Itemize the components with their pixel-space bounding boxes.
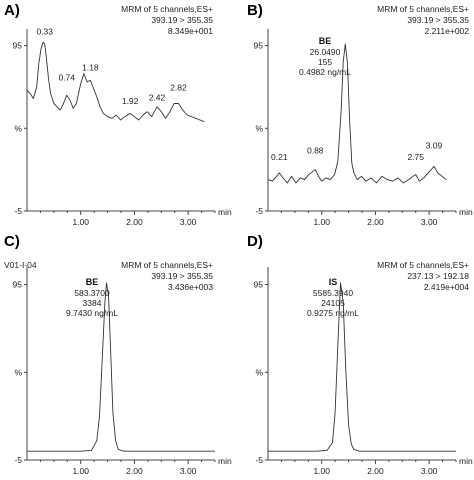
y-tick-label: 95 (13, 41, 23, 51)
channel-header-line: MRM of 5 channels,ES+ (377, 4, 469, 14)
peak-time-label: 0.21 (271, 152, 288, 162)
y-tick-label: -5 (255, 206, 263, 216)
x-tick-label: 3.00 (180, 217, 197, 227)
y-tick-label: % (14, 123, 22, 133)
channel-header-line: 3.436e+003 (168, 282, 213, 292)
peak-integration-value: 24105 (321, 298, 345, 308)
peak-compound-name: IS (329, 277, 338, 287)
y-tick-label: % (255, 123, 263, 133)
peak-time-label: 0.88 (307, 145, 324, 155)
x-tick-label: 1.00 (72, 466, 89, 476)
x-axis-label: min (218, 207, 232, 217)
x-axis-label: min (459, 207, 473, 217)
peak-time-label: 1.92 (122, 96, 139, 106)
sample-id: V01-I-04 (4, 260, 37, 270)
peak-integration-value: 0.4982 ng/mL (299, 67, 351, 77)
peak-time-label: 2.82 (170, 83, 187, 93)
peak-compound-name: BE (319, 36, 332, 46)
panel-label: C) (4, 233, 20, 250)
x-axis-label: min (218, 456, 232, 466)
y-tick-label: -5 (14, 206, 22, 216)
x-tick-label: 3.00 (421, 217, 438, 227)
panel-label: B) (247, 2, 263, 19)
peak-integration-value: 155 (318, 57, 332, 67)
channel-header-line: 2.419e+004 (424, 282, 469, 292)
x-tick-label: 1.00 (72, 217, 89, 227)
chromatogram-trace (268, 282, 456, 452)
x-tick-label: 2.00 (126, 217, 143, 227)
chromatogram-trace (267, 43, 447, 184)
peak-time-label: 0.33 (36, 26, 53, 36)
peak-integration-value: 26.0490 (310, 47, 341, 57)
chromatogram-trace (27, 282, 215, 452)
peak-time-label: 3.09 (426, 140, 443, 150)
x-tick-label: 3.00 (421, 466, 438, 476)
x-tick-label: 2.00 (367, 217, 384, 227)
panel-label: D) (247, 233, 263, 250)
channel-header-line: 8.349e+001 (168, 26, 213, 36)
peak-integration-value: 9.7430 ng/mL (66, 308, 118, 318)
y-tick-label: 95 (254, 280, 264, 290)
x-tick-label: 2.00 (126, 466, 143, 476)
peak-time-label: 2.42 (149, 92, 166, 102)
x-axis-label: min (459, 456, 473, 466)
peak-time-label: 1.18 (82, 63, 99, 73)
x-tick-label: 1.00 (313, 217, 330, 227)
channel-header-line: 393.19 > 355.35 (151, 15, 213, 25)
y-tick-label: -5 (14, 455, 22, 465)
y-tick-label: 95 (254, 41, 264, 51)
peak-compound-name: BE (86, 277, 99, 287)
peak-time-label: 2.75 (407, 152, 424, 162)
channel-header-line: 393.19 > 355.35 (151, 271, 213, 281)
panel-label: A) (4, 2, 20, 19)
x-tick-label: 2.00 (367, 466, 384, 476)
channel-header-line: 237.13 > 192.18 (407, 271, 469, 281)
channel-header-line: 2.211e+002 (424, 26, 469, 36)
channel-header-line: MRM of 5 channels,ES+ (377, 260, 469, 270)
x-tick-label: 1.00 (313, 466, 330, 476)
x-tick-label: 3.00 (180, 466, 197, 476)
channel-header-line: 393.19 > 355.35 (407, 15, 469, 25)
y-tick-label: 95 (13, 280, 23, 290)
peak-integration-value: 5585.3940 (313, 288, 353, 298)
channel-header-line: MRM of 5 channels,ES+ (121, 4, 213, 14)
chromatogram-trace (26, 41, 205, 123)
channel-header-line: MRM of 5 channels,ES+ (121, 260, 213, 270)
y-tick-label: % (14, 367, 22, 377)
peak-integration-value: 3384 (83, 298, 102, 308)
y-tick-label: -5 (255, 455, 263, 465)
peak-integration-value: 0.9275 ng/mL (307, 308, 359, 318)
peak-integration-value: 583.3700 (74, 288, 110, 298)
peak-time-label: 0.74 (58, 73, 75, 83)
y-tick-label: % (255, 367, 263, 377)
